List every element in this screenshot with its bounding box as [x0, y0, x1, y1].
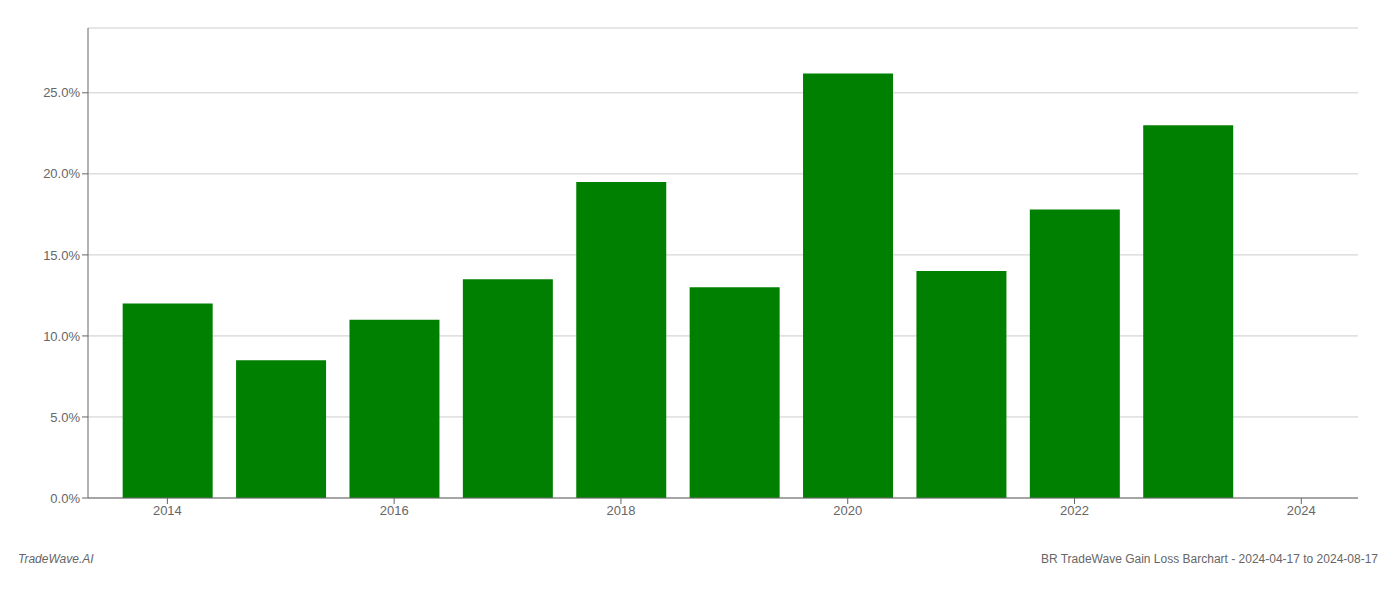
svg-text:0.0%: 0.0% [50, 491, 80, 506]
svg-text:2018: 2018 [606, 503, 635, 518]
svg-text:2024: 2024 [1287, 503, 1316, 518]
svg-text:10.0%: 10.0% [43, 329, 80, 344]
svg-text:2022: 2022 [1060, 503, 1089, 518]
svg-text:2014: 2014 [153, 503, 182, 518]
html-text:BR TradeWave Gain Loss Barchar: BR TradeWave Gain Loss Barchart - 2024-0… [1040, 552, 1378, 566]
svg-text:25.0%: 25.0% [43, 85, 80, 100]
svg-text:20.0%: 20.0% [43, 166, 80, 181]
svg-text:15.0%: 15.0% [43, 248, 80, 263]
svg-text:2020: 2020 [833, 503, 862, 518]
html-text:TradeWave.AI: TradeWave.AI [18, 552, 94, 566]
svg-text:5.0%: 5.0% [50, 410, 80, 425]
svg-text:2016: 2016 [380, 503, 409, 518]
